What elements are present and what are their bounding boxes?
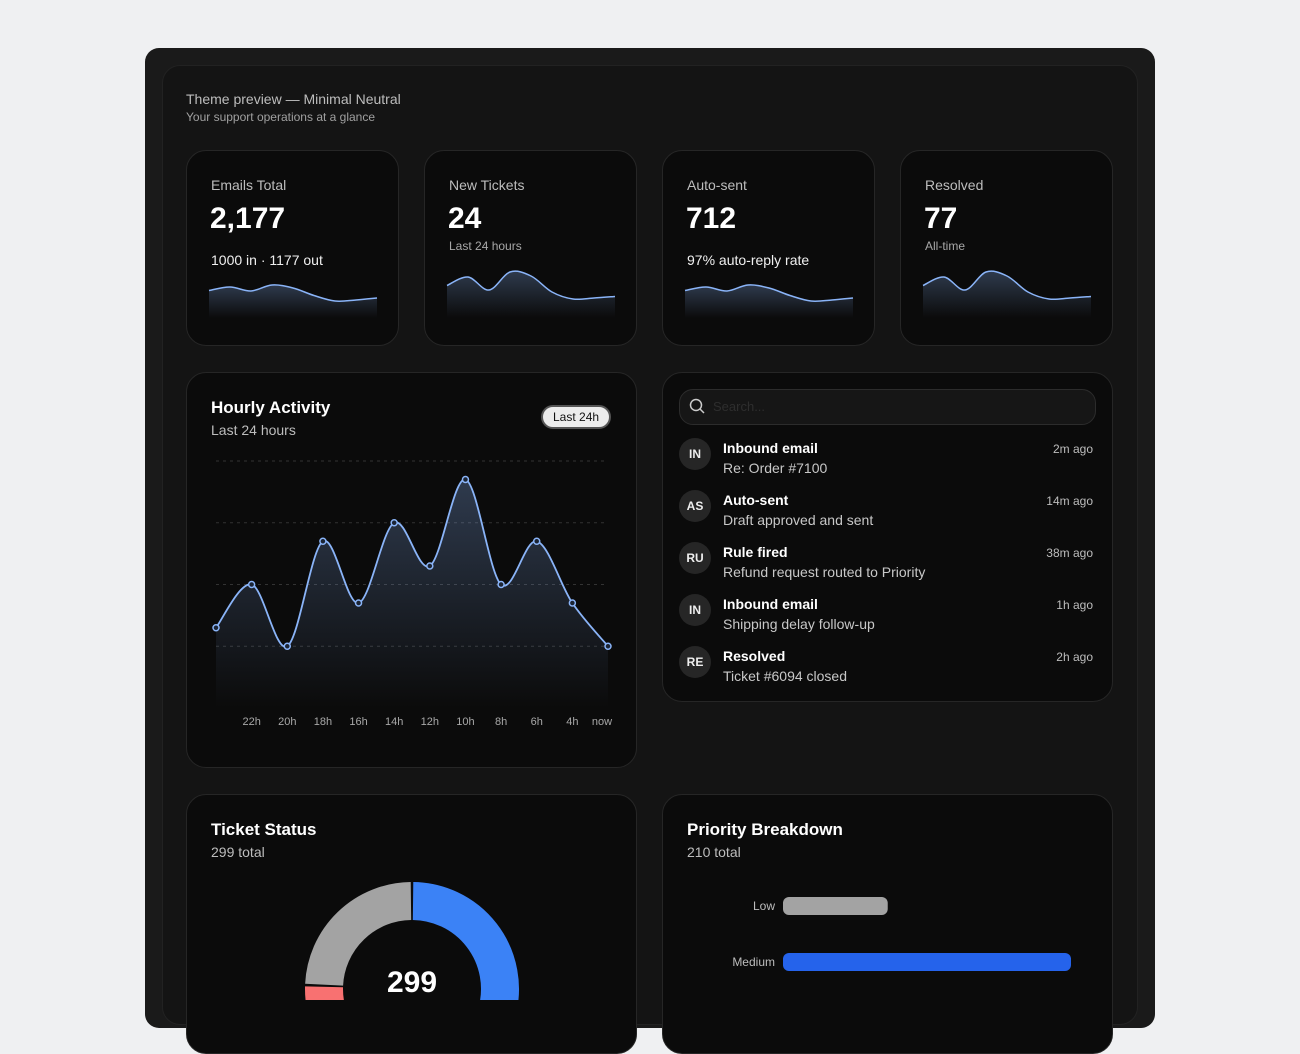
chart-title: Hourly Activity	[211, 398, 331, 417]
x-tick-label: 8h	[495, 716, 507, 728]
stat-value: 77	[924, 202, 958, 235]
x-tick-label: now	[592, 716, 612, 728]
point	[568, 599, 577, 607]
point	[532, 537, 541, 546]
donut-center-label: 299	[387, 966, 437, 999]
point	[497, 580, 505, 589]
item-time: 1h ago	[1056, 598, 1093, 612]
search-placeholder: Search...	[713, 399, 766, 414]
stat-note: Last 24 hours	[449, 239, 522, 253]
sparkline-area	[923, 271, 1091, 318]
search-icon-handle	[699, 408, 705, 414]
point	[390, 519, 398, 527]
point	[426, 562, 434, 570]
point	[461, 475, 470, 484]
header-subtitle: Your support operations at a glance	[186, 110, 376, 124]
search-box[interactable]	[679, 389, 1096, 425]
sparkline-area	[685, 284, 853, 318]
item-title: Auto-sent	[723, 492, 789, 508]
item-title: Resolved	[723, 648, 786, 664]
line-chart: 22h 20h 18h 16h 14h 12h 10h 8h 6h 4h now	[212, 460, 612, 728]
x-tick-label: 22h	[242, 716, 260, 728]
avatar: RE	[679, 646, 711, 678]
stat-note: 1000 in · 1177 out	[211, 252, 323, 268]
stat-note: 97% auto-reply rate	[687, 252, 810, 268]
item-time: 14m ago	[1046, 494, 1093, 508]
sparkline-area	[209, 284, 377, 318]
chart-title: Priority Breakdown	[687, 820, 843, 839]
x-tick-label: 12h	[421, 716, 439, 728]
sparkline	[684, 284, 854, 318]
stat-label: Emails Total	[211, 177, 287, 193]
area	[216, 479, 608, 708]
item-title: Inbound email	[723, 440, 818, 456]
x-tick-label: 16h	[349, 716, 367, 728]
stat-label: Auto-sent	[687, 177, 747, 193]
donut-chart: 299	[305, 882, 519, 1000]
header-title: Theme preview — Minimal Neutral	[186, 91, 401, 107]
point	[283, 642, 292, 650]
donut-segment	[412, 882, 519, 1000]
avatar: AS	[679, 490, 711, 522]
sparkline	[208, 284, 378, 318]
sparkline-area	[447, 271, 615, 318]
item-time: 2m ago	[1052, 442, 1093, 456]
chart-subtitle: 299 total	[211, 844, 265, 860]
sparkline	[922, 270, 1092, 318]
point	[604, 642, 612, 650]
x-tick-label: 10h	[456, 716, 474, 728]
chart-title: Ticket Status	[211, 820, 317, 839]
item-detail: Ticket #6094 closed	[723, 668, 847, 684]
bar-chart: Low Medium	[732, 897, 1071, 971]
bar	[783, 953, 1071, 971]
y-tick-label: Low	[753, 899, 775, 913]
y-tick-label: Medium	[732, 955, 775, 969]
sparkline-line	[446, 270, 616, 301]
x-tick-label: 6h	[531, 716, 543, 728]
stat-note: All-time	[925, 239, 966, 253]
bar	[783, 897, 888, 915]
sparkline	[446, 270, 616, 318]
avatar: IN	[679, 594, 711, 626]
chart-subtitle: 210 total	[687, 844, 741, 860]
item-time: 38m ago	[1046, 546, 1093, 560]
page: Theme preview — Minimal Neutral Your sup…	[145, 48, 1155, 1054]
avatar: IN	[679, 438, 711, 470]
sparkline-line	[922, 270, 1092, 301]
item-detail: Draft approved and sent	[723, 512, 874, 528]
search-icon	[689, 398, 705, 414]
item-time: 2h ago	[1056, 650, 1093, 664]
item-detail: Re: Order #7100	[723, 460, 828, 476]
item-detail: Refund request routed to Priority	[723, 564, 926, 580]
range-button[interactable]: Last 24h	[541, 405, 612, 429]
x-tick-label: 20h	[278, 716, 296, 728]
point	[354, 599, 363, 607]
sparkline-line	[208, 284, 378, 302]
chart-subtitle: Last 24 hours	[211, 422, 296, 438]
stat-value: 2,177	[210, 202, 286, 235]
point	[212, 623, 220, 632]
x-tick-label: 14h	[385, 716, 403, 728]
search-icon-circle	[689, 398, 703, 412]
x-tick-label: 4h	[566, 716, 578, 728]
stat-label: New Tickets	[449, 177, 525, 193]
stat-value: 712	[686, 202, 737, 235]
item-title: Rule fired	[723, 544, 788, 560]
point	[319, 537, 327, 546]
donut-segment	[305, 882, 412, 987]
stat-label: Resolved	[925, 177, 984, 193]
avatar: RU	[679, 542, 711, 574]
point	[247, 580, 256, 589]
item-title: Inbound email	[723, 596, 818, 612]
activity-card	[662, 372, 1113, 702]
stat-value: 24	[448, 202, 482, 235]
item-detail: Shipping delay follow-up	[723, 616, 875, 632]
sparkline-line	[684, 284, 854, 302]
x-tick-label: 18h	[314, 716, 332, 728]
